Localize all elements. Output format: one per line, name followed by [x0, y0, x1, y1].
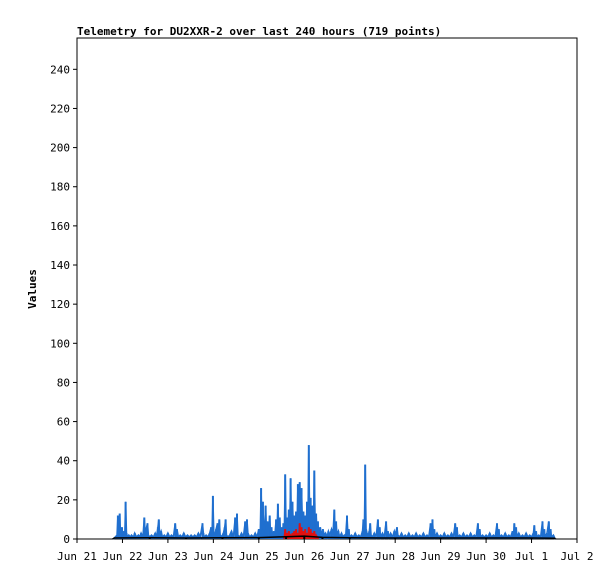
y-tick-label: 200 — [50, 142, 70, 155]
series-layer — [112, 445, 557, 540]
y-tick-label: 220 — [50, 102, 70, 115]
x-tick-label: Jun 22 — [103, 550, 143, 563]
x-tick-label: Jun 24 — [193, 550, 233, 563]
y-axis: 0 20 40 60 80 100 120 140 160 180 200 220 240 — [50, 63, 77, 546]
series-line — [112, 445, 556, 540]
y-axis-label: Values — [26, 269, 39, 309]
y-tick-label: 100 — [50, 337, 70, 350]
x-tick-label: Jun 23 — [148, 550, 188, 563]
y-tick-label: 60 — [57, 416, 70, 429]
y-tick-label: 0 — [63, 533, 70, 546]
y-tick-label: 80 — [57, 376, 70, 389]
y-tick-label: 180 — [50, 181, 70, 194]
y-tick-label: 140 — [50, 259, 70, 272]
x-tick-label: Jun 28 — [375, 550, 415, 563]
series-2 — [112, 535, 557, 539]
x-tick-label: Jul 1 — [515, 550, 548, 563]
y-tick-label: 120 — [50, 298, 70, 311]
x-tick-label: Jun 30 — [466, 550, 506, 563]
y-tick-label: 20 — [57, 494, 70, 507]
y-tick-label: 40 — [57, 455, 70, 468]
plot-frame — [76, 37, 578, 540]
y-tick-label: 160 — [50, 220, 70, 233]
x-tick-label: Jul 2 — [560, 550, 593, 563]
x-tick-label: Jun 25 — [239, 550, 279, 563]
series-line — [113, 535, 556, 539]
x-tick-label: Jun 21 — [57, 550, 97, 563]
x-tick-label: Jun 29 — [421, 550, 461, 563]
x-axis: Jun 21 Jun 22 Jun 23 Jun 24 Jun 25 Jun 26 Jun … — [57, 539, 594, 563]
chart-title: Telemetry for DU2XXR-2 over last 240 hou… — [77, 25, 441, 38]
y-tick-label: 240 — [50, 63, 70, 76]
x-tick-label: Jun 26 — [284, 550, 324, 563]
x-tick-label: Jun 27 — [330, 550, 370, 563]
